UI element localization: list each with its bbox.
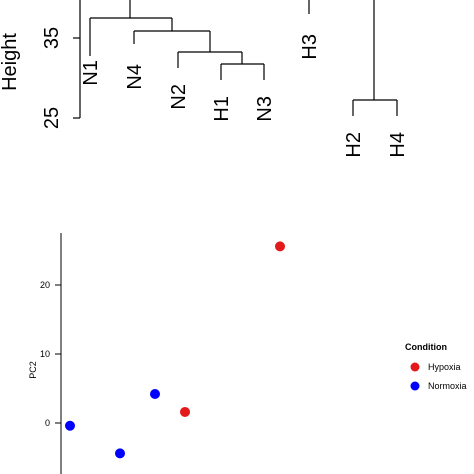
dendro-ylabel: Height bbox=[0, 33, 21, 91]
leaf-label-h4: H4 bbox=[387, 132, 409, 158]
point-hypoxia-2 bbox=[180, 406, 190, 417]
legend-title: Condition bbox=[405, 342, 447, 352]
leaf-label-h3: H3 bbox=[299, 34, 321, 60]
point-normoxia-1 bbox=[65, 420, 75, 431]
legend-label-hypoxia: Hypoxia bbox=[428, 362, 461, 372]
point-hypoxia-1 bbox=[275, 241, 285, 252]
scatter-y-tick-label-10: 10 bbox=[40, 349, 50, 359]
leaf-label-h2: H2 bbox=[343, 132, 365, 158]
dendro-tick-label-25: 25 bbox=[41, 107, 63, 129]
scatter-panel: 0 10 20 PC2 Condition Hypoxia Normoxia bbox=[28, 233, 467, 474]
leaf-label-n3: N3 bbox=[254, 96, 276, 122]
scatter-y-tick-label-0: 0 bbox=[45, 418, 50, 428]
point-normoxia-3 bbox=[150, 389, 160, 400]
legend: Condition Hypoxia Normoxia bbox=[405, 342, 467, 391]
leaf-label-n4: N4 bbox=[124, 64, 146, 90]
dendro-branches bbox=[89, 0, 398, 116]
scatter-ylabel: PC2 bbox=[28, 361, 38, 379]
dendrogram-panel: 35 25 Height N1 N4 bbox=[0, 0, 409, 158]
scatter-points bbox=[65, 241, 285, 459]
legend-label-normoxia: Normoxia bbox=[428, 381, 467, 391]
dendrogram-y-axis bbox=[73, 0, 81, 119]
leaf-label-n2: N2 bbox=[168, 84, 190, 110]
legend-key-hypoxia bbox=[410, 362, 420, 372]
legend-key-normoxia bbox=[410, 381, 420, 391]
scatter-y-ticks: 0 10 20 bbox=[40, 280, 61, 428]
leaf-label-n1: N1 bbox=[80, 60, 102, 86]
dendro-tick-label-35: 35 bbox=[41, 27, 63, 49]
scatter-y-tick-label-20: 20 bbox=[40, 280, 50, 290]
point-normoxia-2 bbox=[115, 448, 125, 459]
dendro-leaf-labels: N1 N4 N2 H1 N3 H3 H2 H4 bbox=[80, 34, 409, 158]
leaf-label-h1: H1 bbox=[211, 96, 233, 122]
